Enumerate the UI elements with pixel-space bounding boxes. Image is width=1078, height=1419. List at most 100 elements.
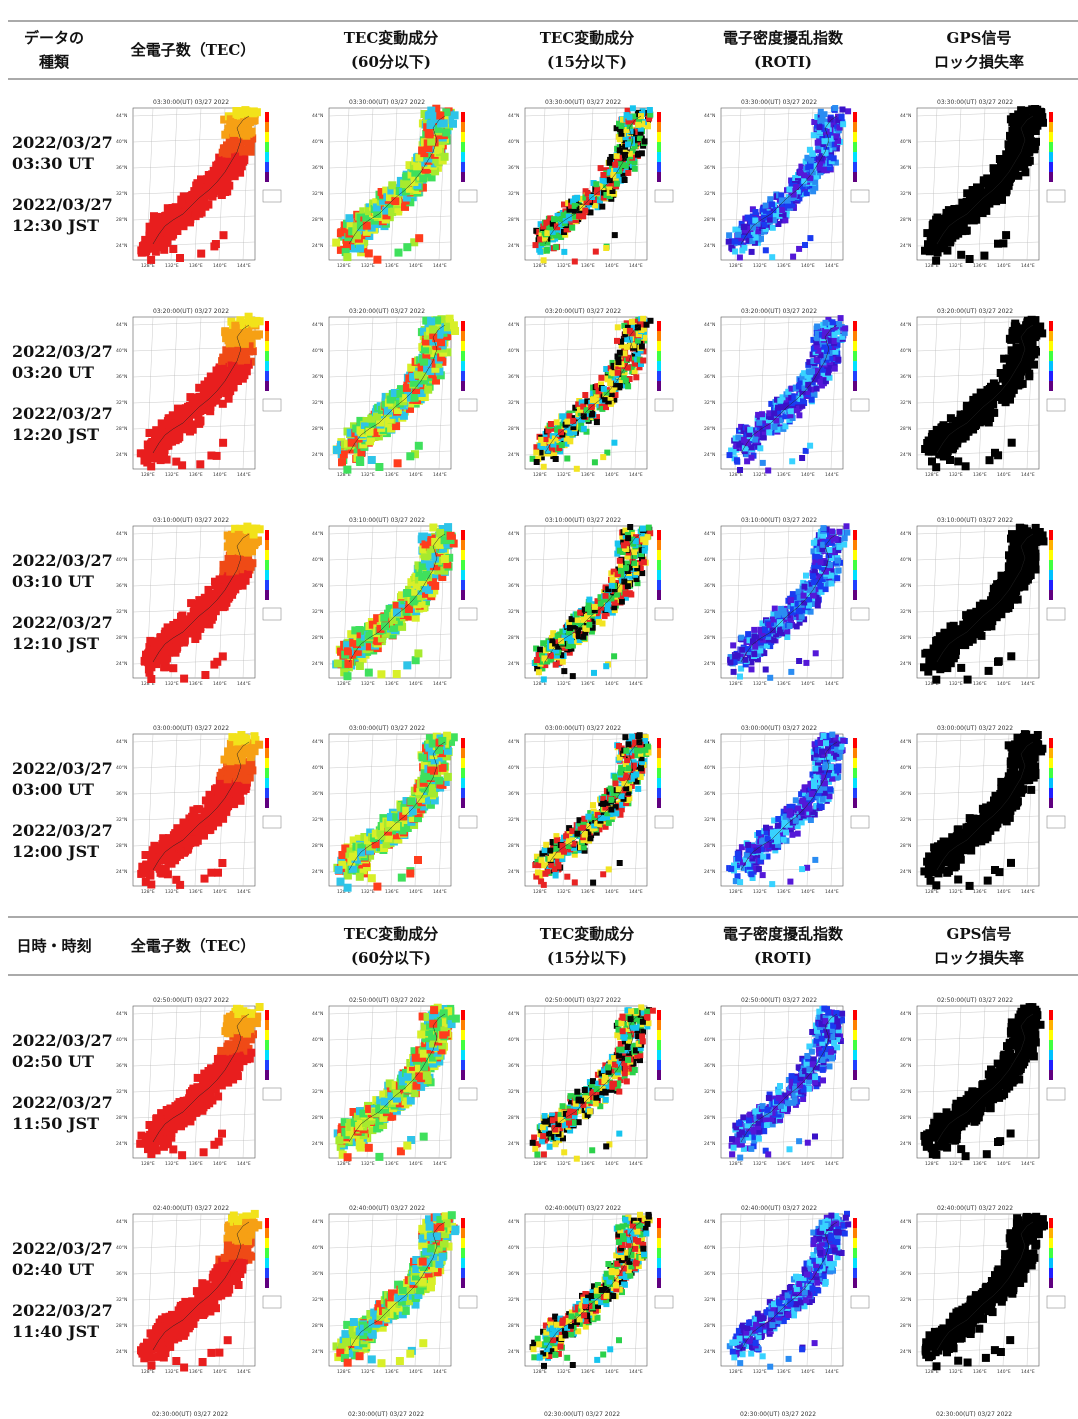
data-cell [737, 467, 743, 473]
data-cell [845, 108, 852, 115]
data-cell [801, 384, 808, 391]
data-cell [157, 430, 166, 439]
data-cell [625, 141, 631, 148]
data-cell [940, 441, 949, 450]
data-cell [785, 197, 791, 204]
data-cell [402, 193, 411, 202]
data-cell [419, 372, 427, 381]
data-cell [816, 376, 823, 383]
data-cell [147, 462, 156, 471]
data-cell [583, 407, 590, 414]
map-frame [524, 316, 648, 470]
data-cell [836, 321, 843, 328]
data-cell [533, 459, 540, 465]
data-cell [796, 412, 803, 419]
data-cell [546, 218, 553, 225]
ionosphere-map-dtec60: 03:30:00(UT) 03/27 202244°N40°N36°N32°N2… [312, 99, 478, 269]
data-cell [545, 427, 552, 434]
data-cell [1016, 371, 1025, 380]
data-cell [567, 438, 574, 445]
colorbar-segment [461, 132, 465, 142]
data-cell [381, 419, 390, 428]
data-cell [150, 212, 158, 221]
data-cell [437, 315, 446, 324]
data-cell [631, 143, 638, 150]
data-cell [552, 235, 559, 242]
data-cell [603, 245, 610, 251]
data-cell [606, 177, 613, 184]
map-cell-lol: 03:30:00(UT) 03/27 2022 44°N 40°N 36°N 32°N 2… [897, 94, 1078, 290]
data-cell [551, 216, 557, 223]
data-cell [725, 238, 732, 245]
data-cell [813, 173, 820, 180]
data-cell [785, 388, 792, 395]
data-cell [537, 236, 544, 243]
data-cell [345, 214, 354, 223]
data-cell [378, 196, 387, 205]
data-cell [624, 364, 631, 371]
jst-date: 2022/03/27 [12, 404, 113, 423]
data-cell [592, 401, 599, 408]
lat-label: 36°N [508, 374, 519, 380]
data-cell [771, 410, 778, 417]
data-cell [571, 209, 578, 216]
colorbar-segment [1049, 351, 1053, 361]
lon-label: 128°E [141, 263, 155, 269]
data-cell [637, 129, 644, 136]
data-cell [215, 169, 224, 178]
data-cell [779, 394, 786, 401]
colorbar-segment [657, 122, 661, 132]
data-cell [963, 414, 972, 422]
lat-label: 24°N [116, 243, 127, 249]
colorbar-segment [853, 132, 857, 142]
data-cell [842, 325, 849, 332]
lat-label: 32°N [116, 400, 127, 406]
data-cell [215, 153, 224, 162]
coastline [152, 115, 250, 245]
data-cell [1012, 156, 1021, 165]
data-cell [626, 376, 633, 382]
map-title: 03:30:00(UT) 03/27 2022 [545, 99, 621, 106]
data-cell [212, 451, 221, 460]
data-cell [639, 120, 646, 127]
lat-label: 24°N [116, 661, 127, 667]
data-cell [219, 438, 228, 447]
data-cell [142, 454, 151, 463]
data-cell [571, 202, 578, 209]
data-cell [1000, 163, 1009, 172]
data-cell [819, 348, 826, 355]
data-cell [1037, 108, 1046, 117]
data-cell [607, 169, 614, 176]
data-cell [933, 248, 942, 257]
data-cell [773, 417, 780, 424]
data-cell [396, 390, 405, 398]
lon-label: 136°E [581, 263, 595, 269]
data-cell [554, 212, 561, 219]
data-cell [603, 366, 610, 372]
data-cell [822, 319, 829, 326]
data-cell [838, 113, 845, 120]
data-cell [573, 465, 580, 472]
data-cell [826, 164, 833, 171]
data-cell [162, 438, 171, 447]
data-cell [1022, 320, 1031, 329]
data-cell [1029, 326, 1037, 335]
data-cell [976, 388, 985, 397]
data-cell [410, 178, 419, 186]
data-cell [823, 348, 830, 354]
data-cell [921, 246, 929, 255]
data-cell [1007, 438, 1016, 447]
data-cell [227, 317, 236, 326]
data-cell [933, 230, 942, 239]
lon-label: 132°E [557, 263, 571, 269]
lat-label: 44°N [116, 113, 127, 119]
colorbar-segment [461, 112, 465, 122]
data-cell [379, 201, 388, 210]
logo-icon [1046, 189, 1066, 203]
data-cell [732, 226, 739, 233]
data-cell [564, 210, 570, 217]
data-cell [552, 244, 559, 251]
data-cell [434, 330, 443, 339]
data-cell [234, 162, 243, 171]
data-cell [592, 248, 599, 255]
